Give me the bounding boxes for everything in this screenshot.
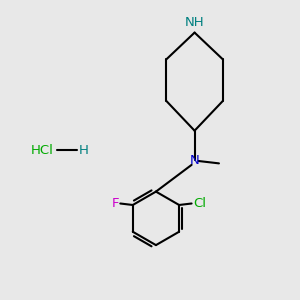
Text: N: N xyxy=(190,154,200,167)
Text: Cl: Cl xyxy=(193,197,206,210)
Text: HCl: HCl xyxy=(31,143,54,157)
Text: NH: NH xyxy=(185,16,204,29)
Text: F: F xyxy=(112,197,119,210)
Text: H: H xyxy=(79,143,88,157)
